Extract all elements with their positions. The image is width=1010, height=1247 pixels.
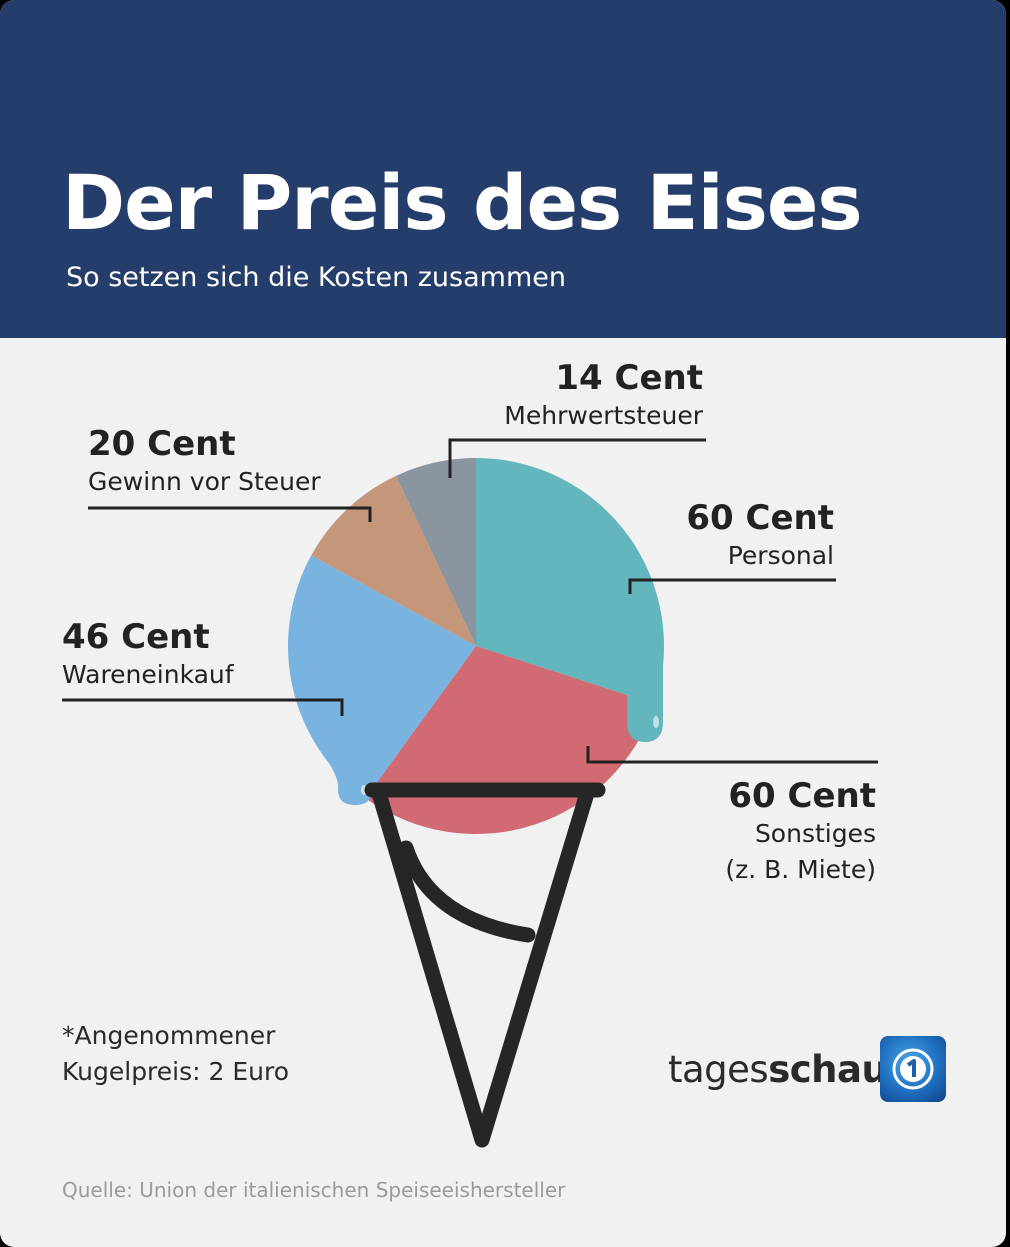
- label-mehrwertsteuer: 14 Cent Mehrwertsteuer: [504, 358, 703, 434]
- page-subtitle: So setzen sich die Kosten zusammen: [66, 262, 566, 293]
- pie-slice-gewinn-vor-steuer: [311, 475, 476, 646]
- pie-slice-personal: [476, 458, 665, 705]
- label-value: 14 Cent: [555, 358, 703, 398]
- leader-lines: [62, 438, 878, 764]
- drip-left: [322, 752, 372, 805]
- logo-graphic: [892, 1048, 934, 1090]
- ard-one-logo-icon: [880, 1036, 946, 1102]
- label-name: Mehrwertsteuer: [504, 401, 703, 430]
- label-value: 60 Cent: [728, 776, 876, 816]
- pie-slice-wareneinkauf: [287, 555, 476, 799]
- label-value: 46 Cent: [62, 617, 210, 657]
- ice-drips: [322, 660, 663, 805]
- brand-wordmark: tagesschau: [668, 1048, 888, 1091]
- label-name: Wareneinkauf: [62, 660, 234, 689]
- cone-inner-line: [398, 840, 536, 943]
- label-name: Personal: [727, 541, 834, 570]
- page-title: Der Preis des Eises: [62, 158, 863, 247]
- leader-line-sonstiges: [586, 746, 878, 764]
- source-note: Quelle: Union der italienischen Speiseei…: [62, 1178, 566, 1202]
- leader-line-wareneinkauf: [62, 698, 344, 716]
- header-banner: Der Preis des Eises So setzen sich die K…: [0, 0, 1006, 338]
- label-gewinn-vor-steuer: 20 Cent Gewinn vor Steuer: [88, 424, 321, 500]
- pie-slice-mehrwertsteuer: [395, 458, 476, 646]
- footnote: *Angenommener Kugelpreis: 2 Euro: [62, 1018, 289, 1090]
- label-name: Gewinn vor Steuer: [88, 467, 321, 496]
- waffle-cone: [364, 782, 606, 1148]
- label-name: Sonstiges: [754, 819, 876, 848]
- drip-right-highlight: [653, 716, 659, 728]
- leader-line-gewinn: [88, 506, 372, 522]
- leader-line-mehrwertsteuer: [448, 438, 706, 478]
- label-value: 60 Cent: [686, 498, 834, 538]
- label-name-line2: (z. B. Miete): [725, 855, 876, 884]
- brand-part1: tages: [668, 1048, 769, 1091]
- label-wareneinkauf: 46 Cent Wareneinkauf: [62, 617, 234, 693]
- label-personal: 60 Cent Personal: [686, 498, 834, 574]
- footnote-line1: *Angenommener: [62, 1021, 276, 1050]
- label-sonstiges: 60 Cent Sonstiges (z. B. Miete): [725, 776, 876, 888]
- leader-line-personal: [628, 578, 836, 594]
- footnote-line2: Kugelpreis: 2 Euro: [62, 1057, 290, 1086]
- cone-outline: [370, 782, 596, 1148]
- brand-part2: schau: [768, 1048, 888, 1091]
- label-value: 20 Cent: [88, 424, 236, 464]
